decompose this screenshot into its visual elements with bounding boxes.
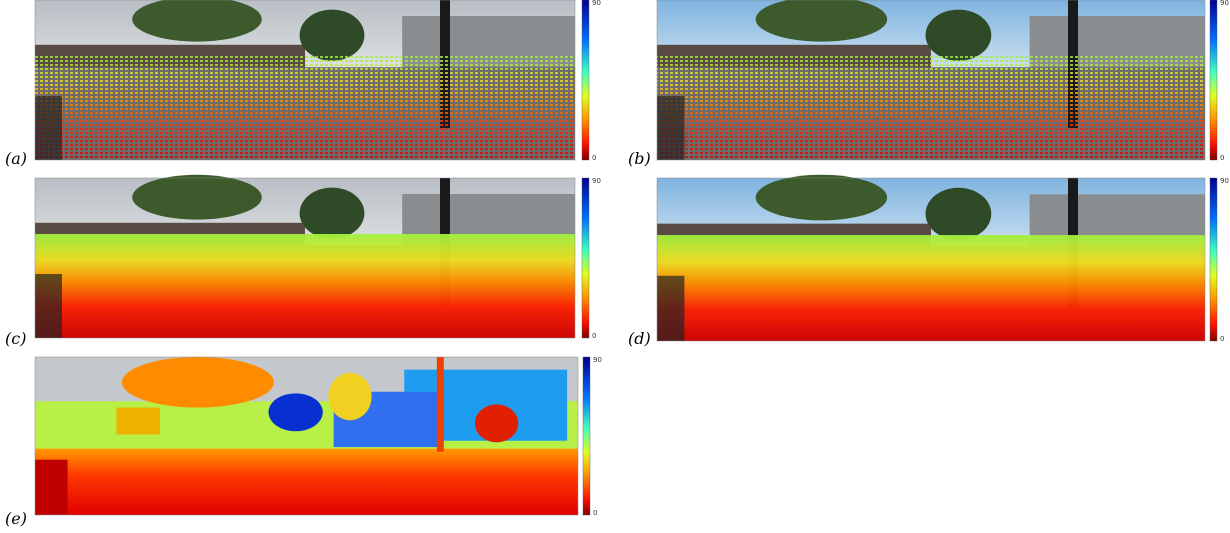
colorbar xyxy=(582,356,591,516)
tree xyxy=(121,357,274,408)
tree xyxy=(755,0,888,42)
colorbar-tick-label: 90 xyxy=(593,356,602,364)
panel-label: (b) xyxy=(628,149,651,168)
tree xyxy=(474,404,519,443)
panel: 90 0 (d) xyxy=(628,174,1229,348)
tree xyxy=(755,174,888,221)
car xyxy=(35,96,62,160)
colorbar xyxy=(1209,0,1218,161)
panel: 90 0 (c) xyxy=(5,174,601,348)
tree xyxy=(132,174,262,220)
panel-label: (c) xyxy=(5,329,26,348)
depth-points xyxy=(657,235,1205,341)
ground xyxy=(35,448,578,515)
tree xyxy=(328,372,372,421)
panel-label: (d) xyxy=(628,329,651,348)
panel-label: (e) xyxy=(5,509,27,528)
car xyxy=(657,96,685,160)
frame xyxy=(656,0,1206,161)
panel: 90 0 (a) xyxy=(5,0,601,168)
panel-label: (a) xyxy=(5,149,27,168)
frame xyxy=(34,177,576,339)
depth-points xyxy=(35,234,575,338)
car xyxy=(35,459,68,515)
colorbar-tick-label: 0 xyxy=(1220,154,1224,162)
tree xyxy=(132,0,262,42)
colorbar-tick-label: 90 xyxy=(592,177,601,185)
colorbar xyxy=(1209,177,1218,342)
frame xyxy=(34,356,579,516)
car xyxy=(657,275,685,341)
depth-points xyxy=(657,56,1205,160)
sign xyxy=(116,407,160,435)
car xyxy=(35,274,62,338)
colorbar-tick-label: 90 xyxy=(1220,0,1229,7)
colorbar xyxy=(581,0,590,161)
colorbar-tick-label: 0 xyxy=(592,332,596,340)
tree xyxy=(268,393,323,432)
tree xyxy=(925,9,992,61)
pole xyxy=(436,357,444,452)
tree xyxy=(925,187,992,240)
frame xyxy=(656,177,1206,342)
colorbar-tick-label: 90 xyxy=(1220,177,1229,185)
tree xyxy=(299,187,365,239)
colorbar-tick-label: 0 xyxy=(593,509,597,517)
frame xyxy=(34,0,576,161)
panel: 90 0 (e) xyxy=(5,356,602,528)
tree xyxy=(299,9,365,61)
depth-points xyxy=(35,56,575,160)
panel: 90 0 (b) xyxy=(628,0,1229,168)
colorbar-tick-label: 90 xyxy=(592,0,601,7)
colorbar-tick-label: 0 xyxy=(1220,335,1224,343)
colorbar-tick-label: 0 xyxy=(592,154,596,162)
colorbar xyxy=(581,177,590,339)
